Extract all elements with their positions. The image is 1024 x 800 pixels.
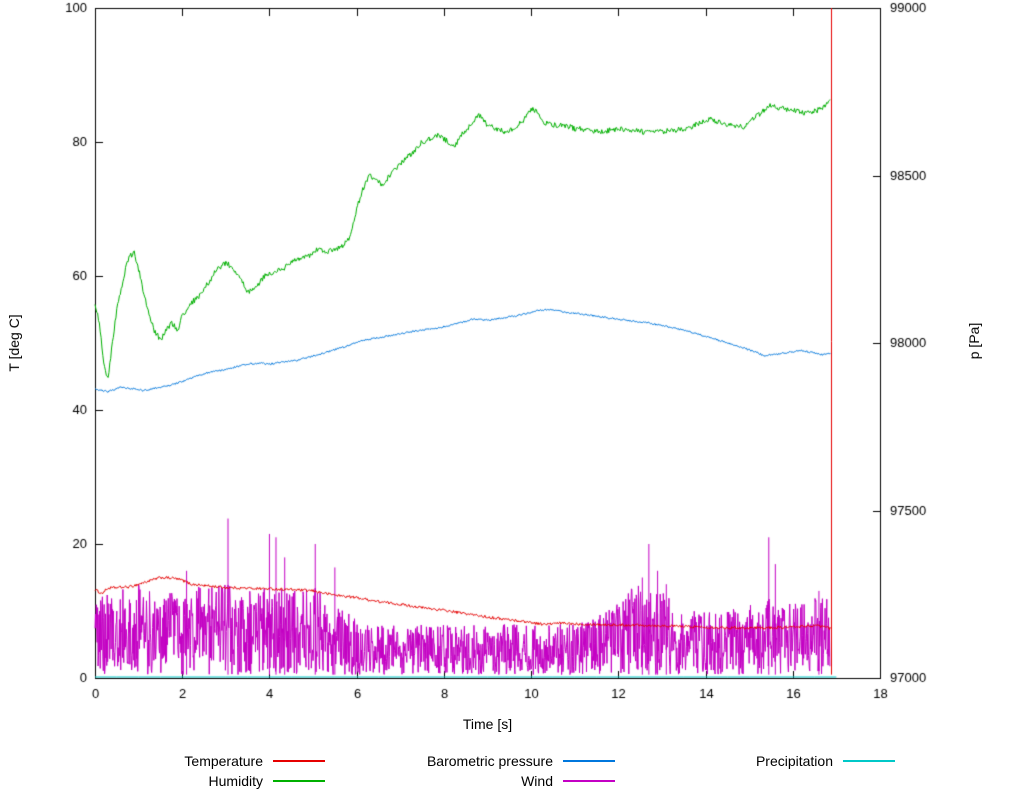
left-axis-title: T [deg C] xyxy=(6,314,22,372)
legend-item-humidity: Humidity xyxy=(13,771,325,791)
chart-canvas xyxy=(0,0,1024,745)
legend-item-wind: Wind xyxy=(303,771,615,791)
legend-item-barometric-pressure: Barometric pressure xyxy=(303,751,615,771)
legend-line-wind xyxy=(563,780,615,782)
legend-item-precipitation: Precipitation xyxy=(583,751,895,771)
legend-line-humidity xyxy=(273,780,325,782)
legend-item-temperature: Temperature xyxy=(13,751,325,771)
legend-label-temperature: Temperature xyxy=(184,753,263,769)
legend-line-barometric-pressure xyxy=(563,760,615,762)
legend-label-humidity: Humidity xyxy=(208,773,263,789)
right-axis-title: p [Pa] xyxy=(966,322,982,360)
legend-label-precipitation: Precipitation xyxy=(755,753,833,769)
legend-label-wind: Wind xyxy=(521,773,553,789)
legend-label-barometric-pressure: Barometric pressure xyxy=(426,753,553,769)
legend-line-precipitation xyxy=(843,760,895,762)
x-axis-title: Time [s] xyxy=(462,716,513,732)
legend-line-temperature xyxy=(273,760,325,762)
